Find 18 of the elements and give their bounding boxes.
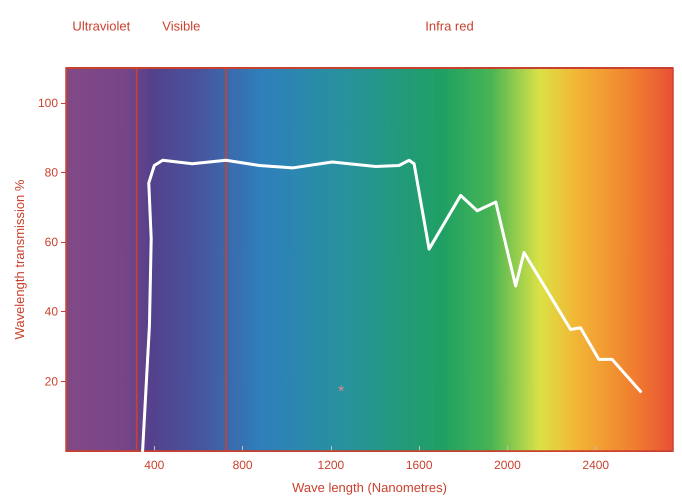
y-tick-label: 40 (44, 304, 58, 319)
x-tick-label: 400 (144, 458, 165, 472)
band-label: Ultraviolet (72, 18, 131, 34)
x-tick-label: 800 (232, 458, 253, 472)
x-axis-title: Wave length (Nanometres) (292, 480, 447, 495)
band-label: Infra red (425, 18, 474, 34)
y-tick-label: 20 (44, 374, 58, 388)
y-tick-label: 100 (38, 96, 58, 110)
x-tick-label: 2400 (582, 458, 610, 472)
y-axis-title: Wavelength transmission % (12, 179, 27, 340)
x-tick-label: 1600 (406, 458, 433, 472)
y-tick-label: 60 (44, 235, 58, 250)
annotation: * (338, 384, 344, 400)
x-tick-label: 1200 (318, 458, 345, 472)
band-label: Visible (162, 18, 200, 34)
y-tick-label: 80 (44, 165, 58, 180)
x-tick-label: 2000 (494, 458, 522, 472)
line-series (141, 158, 642, 452)
